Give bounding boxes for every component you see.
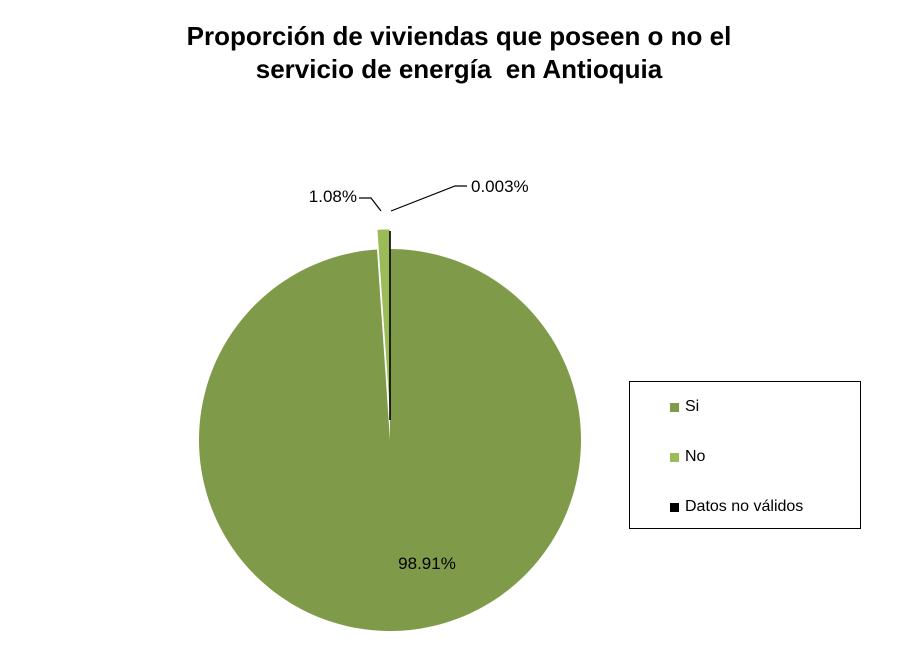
legend-swatch: [670, 452, 679, 462]
leader-line-no: [359, 197, 382, 212]
data-label-datos-no-validos: 0.003%: [471, 177, 529, 196]
legend-label: Datos no válidos: [685, 498, 804, 515]
legend-item: No: [670, 447, 705, 467]
chart-title-line-1: Proporción de viviendas que poseen o no …: [186, 21, 732, 51]
legend-item: Si: [670, 397, 699, 417]
data-label-no: 1.08%: [309, 187, 357, 206]
chart-title: Proporción de viviendas que poseen o no …: [0, 20, 918, 86]
legend-item: Datos no válidos: [670, 497, 803, 517]
legend-swatch: [670, 402, 679, 412]
chart-title-line-2: servicio de energía en Antioquia: [255, 54, 663, 84]
chart-legend: Si No Datos no válidos: [629, 381, 861, 529]
pie-slice-1: [199, 249, 582, 631]
legend-label: Si: [685, 398, 700, 415]
leader-line-datos-no-validos: [390, 185, 467, 212]
data-label-si: 98.91%: [398, 554, 456, 573]
legend-swatch: [670, 502, 679, 512]
legend-label: No: [685, 448, 706, 465]
